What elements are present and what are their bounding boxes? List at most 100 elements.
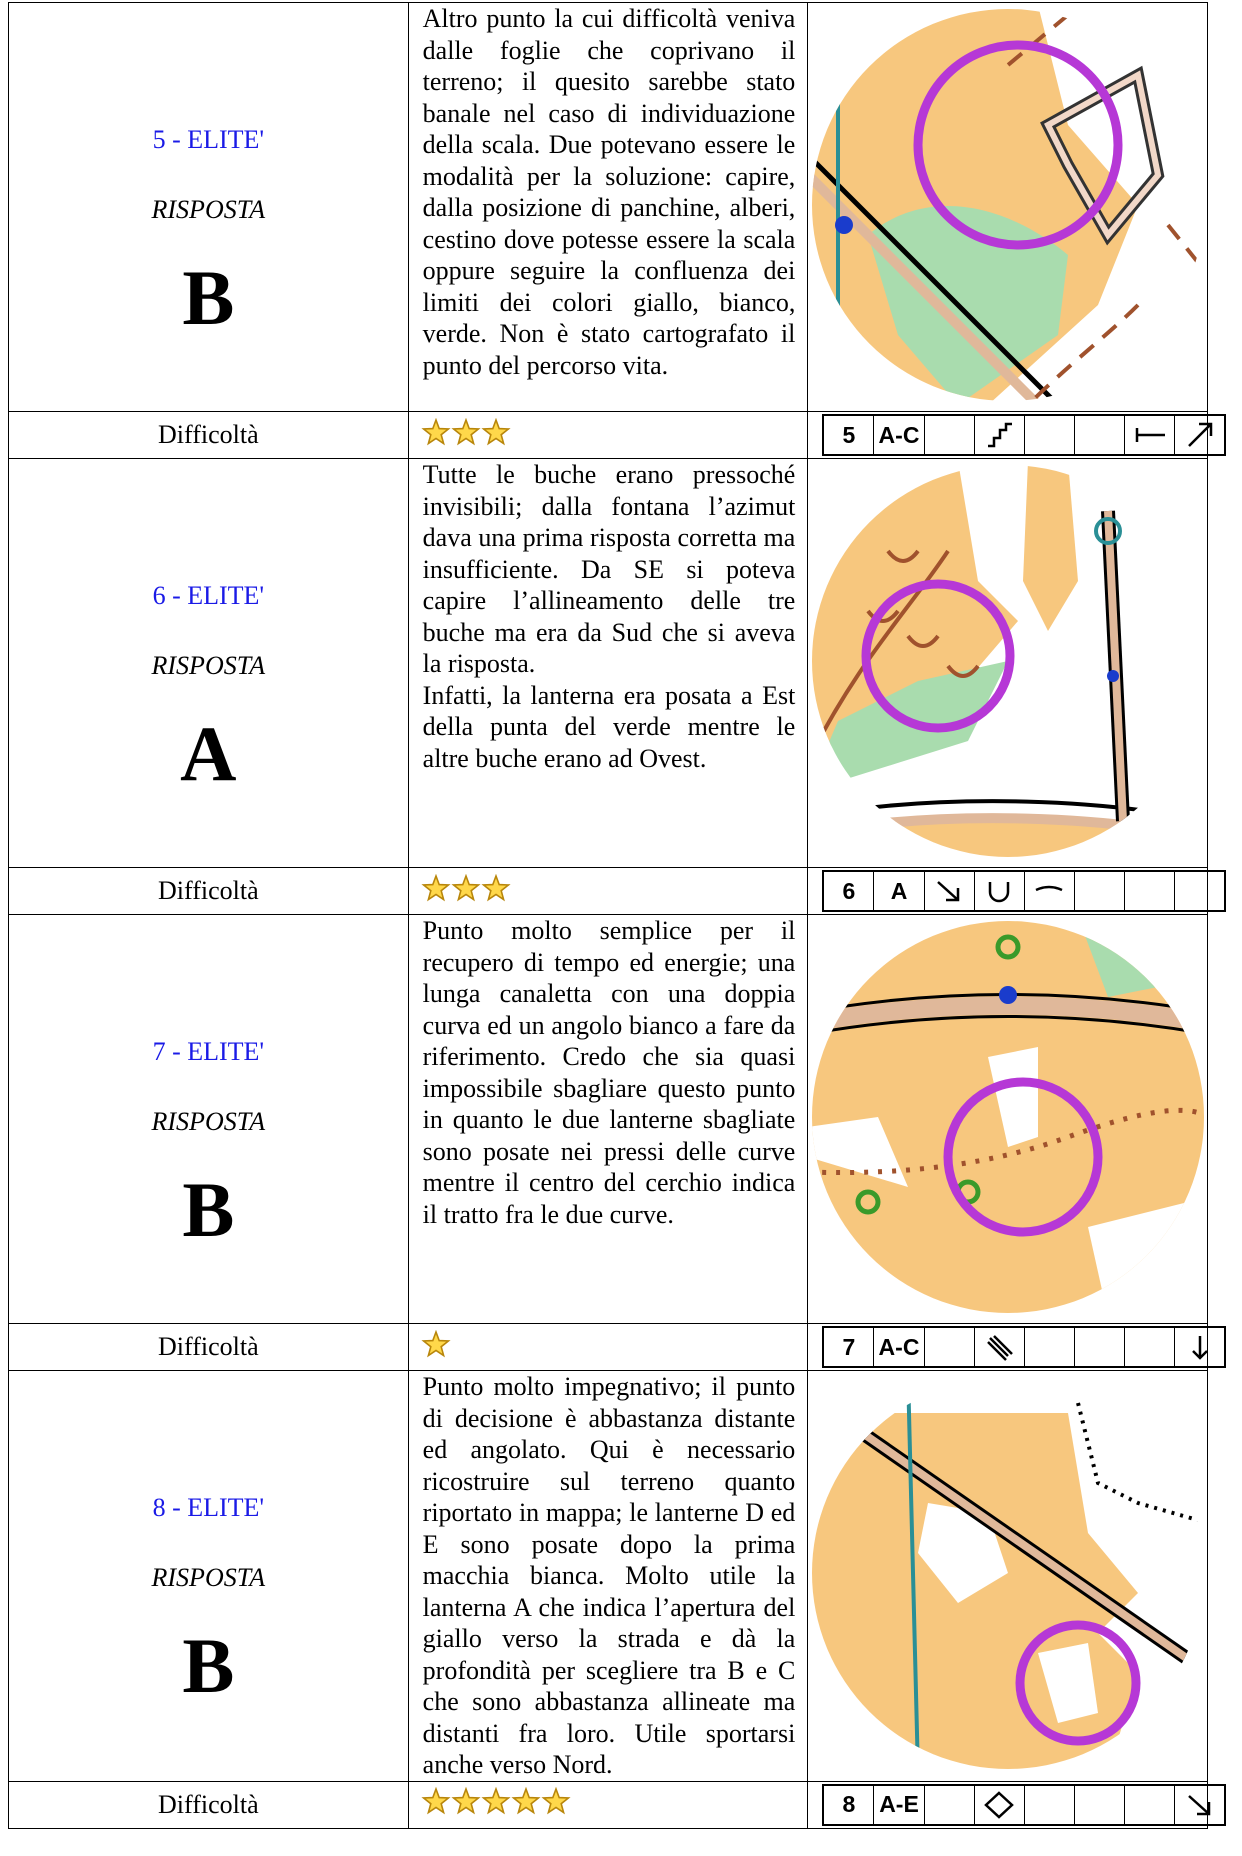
star-rating — [421, 873, 511, 901]
difficulty-label: Difficoltà — [8, 867, 409, 915]
entry-row: 8 - ELITE' RISPOSTA B Punto molto impegnati… — [8, 1370, 1208, 1782]
description-cell: Tutte le buche erano pressoché invisibil… — [407, 458, 809, 868]
item-label: 5 - ELITE' — [152, 125, 265, 154]
label-cell: 6 - ELITE' RISPOSTA A — [8, 458, 409, 868]
label-cell: 7 - ELITE' RISPOSTA B — [8, 914, 409, 1324]
difficulty-label: Difficoltà — [8, 1780, 409, 1829]
star — [481, 417, 511, 445]
label-cell: 5 - ELITE' RISPOSTA B — [8, 2, 409, 412]
entry-row: 7 - ELITE' RISPOSTA B Punto molto semplice … — [8, 914, 1208, 1324]
control-symbol — [1073, 416, 1124, 454]
control-symbol — [923, 1328, 974, 1366]
map-cell — [807, 458, 1208, 868]
control-symbol — [1023, 1785, 1074, 1824]
item-label: 6 - ELITE' — [152, 581, 265, 610]
answer: B — [182, 254, 235, 341]
control-codes: A-C — [873, 416, 923, 454]
control-symbol — [1174, 872, 1224, 910]
control-description: 8 A-E — [822, 1783, 1227, 1826]
description-cell: Altro punto la cui difficoltà veniva dal… — [407, 2, 809, 412]
control-symbol — [1124, 1785, 1174, 1824]
control-cell: 7 A-C — [807, 1323, 1227, 1371]
map — [812, 921, 1205, 1313]
control-codes: A-E — [873, 1785, 923, 1824]
label-cell: 8 - ELITE' RISPOSTA B — [8, 1370, 409, 1782]
control-symbol — [973, 1785, 1024, 1824]
control-symbol — [923, 1785, 974, 1824]
difficulty-label: Difficoltà — [8, 1323, 409, 1371]
star — [421, 417, 451, 445]
control-symbol — [1124, 416, 1174, 454]
control-codes: A — [873, 872, 923, 910]
control-symbol — [1124, 1328, 1174, 1366]
control-symbol — [1174, 1785, 1224, 1824]
map-cell — [807, 2, 1208, 412]
answer-label: RISPOSTA — [151, 651, 266, 680]
control-description: 7 A-C — [822, 1326, 1227, 1368]
answer-label: RISPOSTA — [151, 1107, 266, 1136]
control-symbol — [1023, 872, 1074, 910]
description-paragraph: Infatti, la lanterna era posata a Est de… — [422, 680, 796, 773]
answer: B — [182, 1166, 235, 1253]
answer-table: 5 - ELITE' RISPOSTA B Altro punto la cui di… — [8, 2, 1227, 1829]
stars-cell — [407, 867, 809, 915]
description-paragraph: Tutte le buche erano pressoché invisibil… — [422, 460, 796, 678]
control-symbol — [1023, 416, 1074, 454]
control-cell: 8 A-E — [807, 1780, 1227, 1829]
star — [421, 1786, 451, 1815]
description-cell: Punto molto semplice per il recupero di … — [407, 914, 809, 1324]
star-rating — [421, 1329, 451, 1357]
answer: A — [180, 710, 237, 797]
item-label: 7 - ELITE' — [152, 1037, 265, 1066]
control-symbol — [1174, 1328, 1224, 1366]
control-symbol — [923, 872, 974, 910]
star — [451, 873, 481, 901]
description-cell: Punto molto impegnativo; il punto di dec… — [407, 1370, 809, 1782]
control-symbol — [1124, 872, 1174, 910]
map — [812, 1377, 1205, 1769]
control-symbol — [1073, 1328, 1124, 1366]
star — [421, 1329, 451, 1357]
control-number: 8 — [842, 1791, 856, 1817]
star-rating — [421, 417, 511, 445]
control-symbol — [923, 416, 974, 454]
answer-label: RISPOSTA — [151, 195, 266, 224]
label-group: 5 - ELITE' RISPOSTA B — [9, 3, 408, 343]
label-group: 8 - ELITE' RISPOSTA B — [9, 1371, 408, 1711]
control-symbol — [1073, 872, 1124, 910]
star — [451, 417, 481, 445]
item-label: 8 - ELITE' — [152, 1493, 265, 1522]
map-cell — [807, 914, 1208, 1324]
stars-cell — [407, 1780, 809, 1829]
map — [812, 465, 1205, 857]
difficulty-label: Difficoltà — [8, 411, 409, 459]
star — [451, 1786, 481, 1815]
star — [421, 873, 451, 901]
star — [541, 1786, 571, 1815]
answer: B — [182, 1622, 235, 1709]
difficulty-row: Difficoltà 7 A-C — [8, 1323, 1227, 1371]
control-symbol — [1174, 416, 1224, 454]
control-symbol — [973, 416, 1024, 454]
map — [812, 9, 1205, 401]
control-number: 7 — [842, 1333, 856, 1360]
entry-row: 6 - ELITE' RISPOSTA A Tutte le buche erano … — [8, 458, 1208, 868]
control-symbol — [1073, 1785, 1124, 1824]
difficulty-row: Difficoltà 8 A-E — [8, 1780, 1227, 1829]
control-number: 5 — [842, 421, 856, 448]
control-description: 5 A-C — [822, 414, 1227, 456]
difficulty-row: Difficoltà 5 A-C — [8, 411, 1227, 459]
answer-label: RISPOSTA — [151, 1563, 266, 1592]
description-paragraph: Altro punto la cui difficoltà veniva dal… — [422, 4, 796, 380]
description-paragraph: Punto molto impegnativo; il punto di dec… — [422, 1372, 796, 1779]
entry-row: 5 - ELITE' RISPOSTA B Altro punto la cui di… — [8, 2, 1208, 412]
control-symbol — [1023, 1328, 1074, 1366]
description-paragraph: Punto molto semplice per il recupero di … — [422, 916, 796, 1229]
stars-cell — [407, 411, 809, 459]
map-cell — [807, 1370, 1208, 1782]
star — [481, 1786, 511, 1815]
star — [511, 1786, 541, 1815]
control-number: 6 — [842, 877, 856, 904]
difficulty-row: Difficoltà 6 A — [8, 867, 1227, 915]
